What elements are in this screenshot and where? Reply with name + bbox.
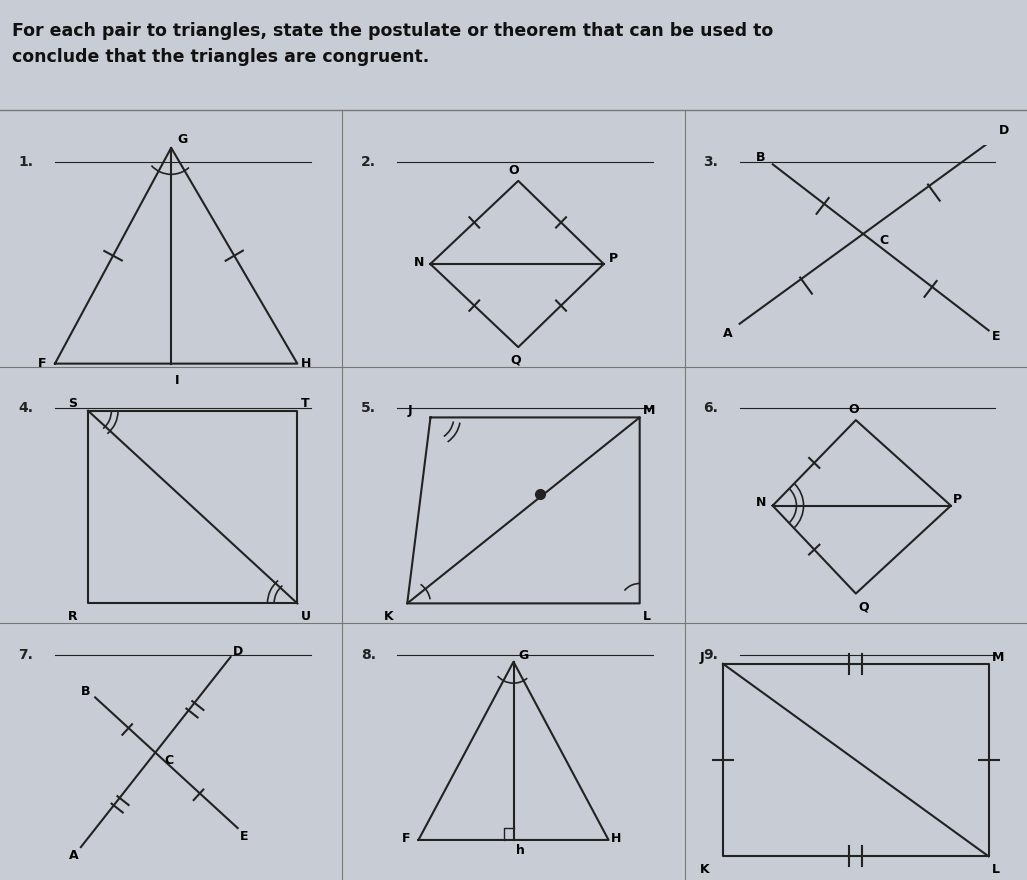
Text: G: G <box>178 133 188 146</box>
Text: 3.: 3. <box>703 155 718 169</box>
Text: S: S <box>68 398 77 410</box>
Text: E: E <box>992 330 1000 343</box>
Text: M: M <box>643 404 655 417</box>
Text: R: R <box>68 610 78 623</box>
Text: J: J <box>408 404 412 417</box>
Text: 6.: 6. <box>703 401 718 415</box>
Text: 9.: 9. <box>703 648 718 662</box>
Text: N: N <box>756 495 766 509</box>
Text: P: P <box>609 252 617 265</box>
Text: T: T <box>301 398 309 410</box>
Text: D: D <box>233 645 243 657</box>
Text: F: F <box>38 357 47 370</box>
Text: K: K <box>384 610 393 623</box>
Text: O: O <box>848 403 859 416</box>
Text: h: h <box>516 844 525 857</box>
Text: N: N <box>414 256 424 269</box>
Text: Q: Q <box>859 600 869 613</box>
Text: D: D <box>998 124 1009 137</box>
Text: conclude that the triangles are congruent.: conclude that the triangles are congruen… <box>12 48 429 66</box>
Text: 4.: 4. <box>18 401 34 415</box>
Text: 7.: 7. <box>18 648 33 662</box>
Text: G: G <box>519 649 529 663</box>
Text: L: L <box>643 610 651 623</box>
Text: 8.: 8. <box>360 648 376 662</box>
Text: E: E <box>240 830 249 843</box>
Text: M: M <box>992 650 1004 664</box>
Text: 2.: 2. <box>360 155 376 169</box>
Text: A: A <box>69 849 79 862</box>
Text: O: O <box>508 164 519 177</box>
Text: Q: Q <box>510 354 521 367</box>
Text: L: L <box>992 863 1000 876</box>
Text: H: H <box>301 357 311 370</box>
Text: B: B <box>756 151 766 164</box>
Text: 5.: 5. <box>360 401 376 415</box>
Text: P: P <box>953 494 962 506</box>
Text: J: J <box>699 650 705 664</box>
Text: 1.: 1. <box>18 155 34 169</box>
Text: U: U <box>301 610 311 623</box>
Text: C: C <box>164 754 174 767</box>
Text: B: B <box>81 685 90 698</box>
Text: K: K <box>699 863 710 876</box>
Text: I: I <box>175 373 179 386</box>
Text: C: C <box>879 234 888 247</box>
Text: H: H <box>611 832 621 846</box>
Text: For each pair to triangles, state the postulate or theorem that can be used to: For each pair to triangles, state the po… <box>12 22 773 40</box>
Text: F: F <box>402 832 411 846</box>
Text: A: A <box>723 327 732 340</box>
